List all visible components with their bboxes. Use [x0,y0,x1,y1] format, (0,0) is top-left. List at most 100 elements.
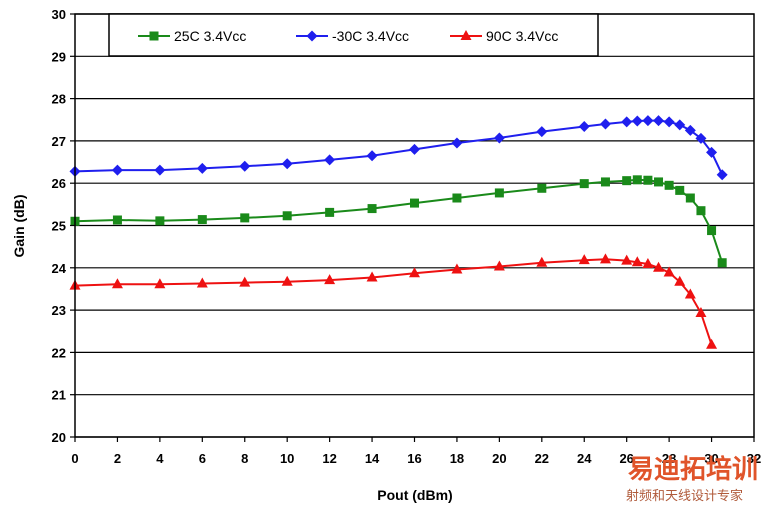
data-point [112,215,122,225]
data-point [706,146,718,158]
data-point [685,193,695,203]
x-tick-label: 10 [280,451,294,466]
legend-entry: -30C 3.4Vcc [296,28,409,44]
y-tick-label: 20 [52,430,66,445]
data-point [695,307,707,318]
x-tick-label: 2 [114,451,121,466]
x-tick-label: 20 [492,451,506,466]
watermark-logo: 易迪拓培训 射频和天线设计专家 [626,454,758,503]
x-axis-label: Pout (dBm) [377,487,452,503]
data-point [282,211,292,221]
data-point [325,207,335,217]
data-point [663,266,675,277]
legend-entry: 25C 3.4Vcc [138,28,246,44]
legend: 25C 3.4Vcc -30C 3.4Vcc 90C 3.4Vcc [108,13,599,57]
data-point [536,126,548,138]
data-point [281,158,293,170]
data-point [197,215,207,225]
data-point [111,164,123,176]
x-tick-label: 32 [747,451,761,466]
data-point [452,193,462,203]
data-point [621,116,633,128]
data-point [493,260,505,271]
data-point [707,226,717,236]
data-point [600,177,610,187]
legend-marker [306,30,318,42]
y-tick-label: 27 [52,134,66,149]
data-point [674,275,686,286]
x-axis-ticks: 0 2 4 6 8 10 12 14 16 18 20 22 24 26 28 30 32 [71,437,761,466]
y-tick-label: 28 [52,92,66,107]
data-point [642,257,654,268]
data-point [324,274,336,285]
data-point [675,185,685,195]
data-point [674,119,686,131]
watermark-main-text: 易迪拓培训 [628,454,758,484]
data-point [621,254,633,265]
data-point [196,162,208,174]
data-point [653,261,665,272]
x-tick-label: 0 [71,451,78,466]
y-tick-label: 23 [52,303,66,318]
x-tick-label: 12 [322,451,336,466]
y-tick-label: 25 [52,219,66,234]
data-point [684,124,696,136]
data-point [451,137,463,149]
y-tick-label: 30 [52,7,66,22]
data-point [493,132,505,144]
legend-label: 90C 3.4Vcc [486,28,558,44]
data-point [410,198,419,208]
data-point [240,213,250,223]
data-point [537,183,547,193]
data-point [409,267,420,278]
data-point [642,115,654,127]
data-point [451,263,463,274]
data-point [578,121,590,133]
data-point [631,256,643,267]
data-point [599,253,611,264]
data-point [154,164,166,176]
data-point [622,176,632,186]
y-tick-label: 24 [52,261,67,276]
y-tick-label: 29 [52,49,66,64]
data-point [366,150,378,162]
x-tick-label: 30 [704,451,718,466]
data-point [643,175,653,185]
data-series [69,115,728,349]
data-point [632,175,642,185]
data-point [536,256,548,267]
watermark-sub-text: 射频和天线设计专家 [626,488,743,503]
series-square [70,175,727,268]
legend-label: -30C 3.4Vcc [332,28,409,44]
y-axis-label: Gain (dB) [11,195,27,258]
x-tick-label: 8 [241,451,248,466]
data-point [494,188,504,198]
x-tick-label: 24 [577,451,592,466]
data-point [155,216,165,226]
y-axis-ticks: 20 21 22 23 24 25 26 27 28 29 30 [52,7,75,445]
data-point [154,278,166,289]
data-point [706,338,718,349]
x-tick-label: 28 [662,451,676,466]
data-point [684,288,696,299]
data-point [631,115,643,127]
data-point [324,154,336,166]
x-tick-label: 14 [365,451,380,466]
x-tick-label: 16 [407,451,421,466]
data-point [579,179,589,189]
data-point [281,275,293,286]
data-point [664,180,674,190]
data-point [717,258,727,268]
legend-entry: 90C 3.4Vcc [450,28,558,44]
x-tick-label: 22 [535,451,549,466]
x-tick-label: 26 [619,451,633,466]
data-point [663,116,675,128]
data-point [599,118,611,130]
x-tick-label: 6 [199,451,206,466]
data-point [239,160,251,172]
y-tick-label: 26 [52,176,66,191]
legend-label: 25C 3.4Vcc [174,28,246,44]
legend-marker [460,30,472,40]
data-point [578,254,590,265]
legend-box [108,13,599,57]
